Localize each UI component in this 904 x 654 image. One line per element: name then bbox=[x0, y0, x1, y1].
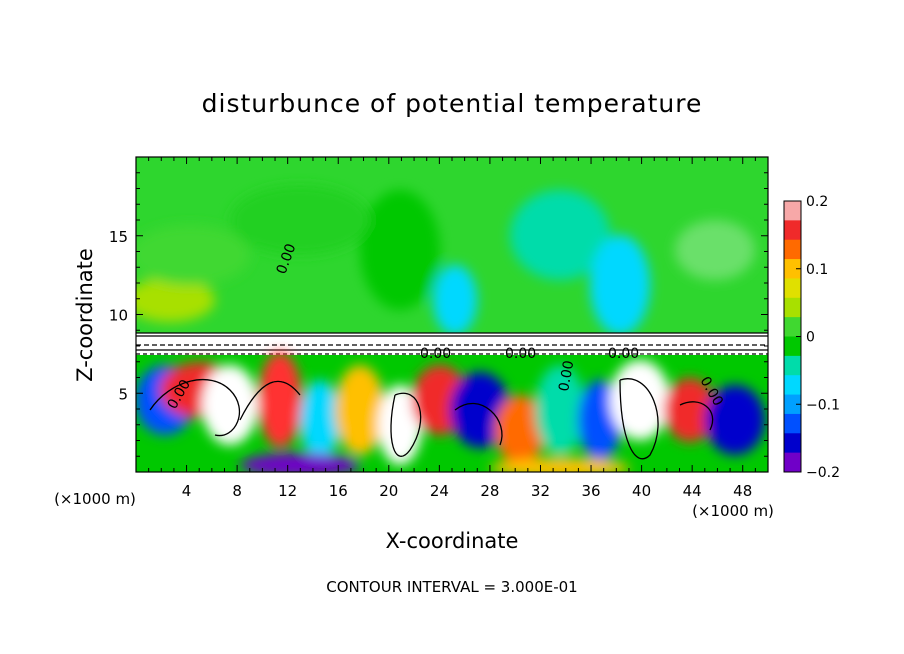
y-tick-label: 10 bbox=[109, 307, 128, 325]
colorbar-swatch bbox=[784, 452, 801, 473]
x-tick-label: 24 bbox=[430, 482, 449, 500]
colorbar-tick-label: 0.1 bbox=[806, 262, 828, 278]
stable-layer-lines bbox=[136, 332, 768, 355]
y-tick-label: 5 bbox=[118, 385, 128, 403]
y-tick-label: 15 bbox=[109, 228, 128, 246]
colorbar-swatch bbox=[784, 220, 801, 241]
colorbar-ticks: 0.2 0.1 0 −0.1 −0.2 bbox=[796, 194, 840, 481]
x-tick-label: 20 bbox=[379, 482, 398, 500]
chart-title: disturbunce of potential temperature bbox=[202, 89, 703, 118]
colorbar-swatch bbox=[784, 413, 801, 434]
eddy-contours bbox=[149, 378, 714, 460]
colorbar bbox=[783, 200, 802, 473]
x-tick-label: 40 bbox=[632, 482, 651, 500]
colorbar-tick-label: −0.1 bbox=[806, 397, 840, 413]
contour-label: 0.00 bbox=[608, 346, 639, 362]
x-unit-left: (×1000 m) bbox=[54, 490, 136, 508]
colorbar-swatch bbox=[784, 259, 801, 279]
x-tick-label: 16 bbox=[329, 482, 348, 500]
colorbar-swatch bbox=[784, 355, 801, 376]
colorbar-swatch bbox=[784, 317, 801, 337]
x-tick-label: 4 bbox=[182, 482, 192, 500]
colorbar-tick-label: 0.2 bbox=[806, 194, 828, 210]
contour-interval-note: CONTOUR INTERVAL = 3.000E-01 bbox=[326, 578, 577, 596]
colorbar-swatch bbox=[784, 336, 801, 357]
contour-label: 0.00 bbox=[505, 346, 536, 362]
x-tick-label: 48 bbox=[733, 482, 752, 500]
eddies bbox=[136, 352, 765, 472]
colorbar-swatch bbox=[784, 201, 801, 221]
contour-label: 0.00 bbox=[556, 359, 577, 392]
colorbar-tick-label: 0 bbox=[806, 330, 815, 346]
upper-layer-texture bbox=[136, 185, 755, 335]
y-axis: 5 10 15 bbox=[109, 172, 768, 457]
colorbar-tick-label: −0.2 bbox=[806, 465, 840, 481]
x-unit-right: (×1000 m) bbox=[692, 502, 774, 520]
colorbar-swatch bbox=[784, 297, 801, 318]
heatmap-field bbox=[136, 157, 768, 472]
colorbar-swatch bbox=[784, 433, 801, 454]
x-axis-label: X-coordinate bbox=[386, 529, 519, 553]
colorbar-swatch bbox=[784, 278, 801, 299]
colorbar-swatch bbox=[784, 375, 801, 396]
colorbar-swatch bbox=[784, 239, 801, 260]
x-tick-label: 12 bbox=[278, 482, 297, 500]
x-tick-label: 44 bbox=[683, 482, 702, 500]
x-axis: 4 8 12 16 20 24 28 32 36 40 44 48 bbox=[148, 157, 756, 500]
x-tick-label: 28 bbox=[480, 482, 499, 500]
y-axis-label: Z-coordinate bbox=[73, 248, 97, 382]
contour-label: 0.00 bbox=[420, 346, 451, 362]
colorbar-swatch bbox=[784, 394, 801, 415]
x-tick-label: 32 bbox=[531, 482, 550, 500]
x-tick-label: 36 bbox=[581, 482, 600, 500]
x-tick-label: 8 bbox=[232, 482, 242, 500]
